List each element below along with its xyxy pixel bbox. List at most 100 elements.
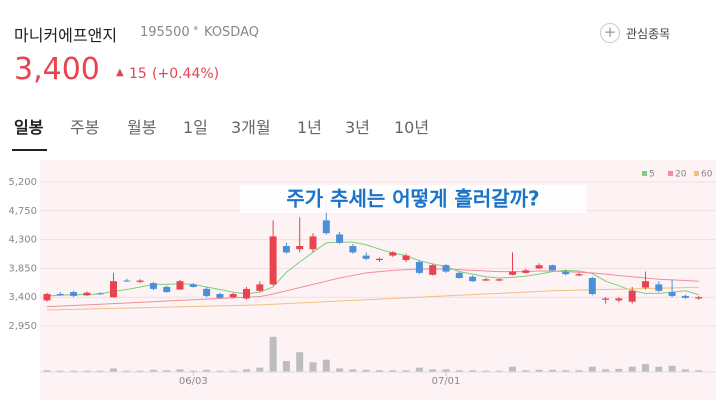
tab[interactable]: 10년 (394, 118, 430, 137)
y-tick-label: 2,950 (8, 321, 37, 332)
candle-body (203, 288, 211, 296)
legend-swatch (668, 171, 673, 176)
volume-bar (349, 369, 357, 372)
candle-body (110, 281, 117, 298)
volume-bar (655, 366, 663, 372)
title-background (240, 185, 586, 213)
candle-body (575, 274, 583, 276)
tab[interactable]: 주봉 (70, 118, 100, 137)
candle-body (495, 279, 503, 281)
watch-button[interactable]: 관심종목 (626, 27, 671, 41)
candle-body (655, 284, 663, 291)
market: KOSDAQ (204, 25, 259, 40)
legend-label: 20 (675, 170, 687, 180)
stock-name: 마니커에프앤지 (14, 26, 118, 45)
volume-bar (602, 369, 610, 372)
candle-body (362, 255, 370, 259)
y-tick-label: 3,400 (8, 292, 37, 303)
volume-bar (469, 370, 477, 372)
change-pct: (+0.44%) (152, 66, 220, 82)
chart-title: 주가 추세는 어떻게 흘러갈까? (286, 187, 539, 211)
legend-label: 60 (701, 170, 713, 180)
legend-swatch (694, 171, 699, 176)
candle-body (548, 265, 556, 271)
volume-bar (256, 367, 264, 372)
tab[interactable]: 3년 (345, 118, 370, 137)
candle-body (442, 265, 450, 272)
candle-body (615, 298, 623, 301)
volume-bar (642, 364, 649, 372)
volume-bar (495, 370, 503, 372)
candle-body (415, 262, 423, 273)
volume-bar (243, 369, 250, 372)
volume-bar (668, 365, 676, 372)
volume-bar (203, 369, 211, 372)
volume-bar (176, 369, 184, 372)
candle-body (642, 281, 649, 288)
candle-body (229, 294, 237, 298)
candle-body (509, 271, 516, 275)
volume-bar (522, 370, 530, 372)
volume-bar (96, 370, 104, 372)
y-tick-label: 4,750 (8, 206, 37, 217)
candle-body (469, 276, 477, 282)
candle-body (482, 279, 490, 281)
tab[interactable]: 월봉 (127, 118, 157, 137)
volume-bar (695, 370, 703, 372)
volume-bar (562, 370, 570, 372)
candle-body (282, 246, 290, 253)
volume-bar (83, 370, 91, 372)
tab[interactable]: 3개월 (231, 118, 271, 137)
candle-body (588, 278, 596, 294)
candle-body (336, 234, 344, 243)
candle-body (56, 294, 64, 295)
volume-bar (455, 370, 463, 372)
volume-bar (548, 369, 556, 372)
volume-bar (429, 369, 437, 372)
volume-bar (189, 370, 197, 372)
volume-bar (681, 369, 689, 372)
add-icon[interactable]: + (600, 23, 620, 43)
candle-body (402, 255, 410, 261)
volume-bar (322, 359, 330, 372)
volume-bar (362, 369, 370, 372)
volume-bar (402, 370, 410, 372)
volume-bar (575, 370, 583, 372)
candle-body (43, 294, 51, 301)
stock-code: 195500 (140, 25, 190, 40)
volume-bar (229, 370, 237, 372)
chart: 5,200 4,750 4,300 3,850 3,400 2,950 5 20 60 06/03… (8, 160, 716, 400)
candle-body (189, 284, 197, 287)
candle-body (149, 283, 157, 289)
candle-body (83, 292, 91, 296)
volume-bar (149, 369, 157, 372)
ma-line (46, 268, 699, 308)
candle-body (349, 246, 357, 253)
y-tick-label: 4,300 (8, 235, 37, 246)
volume-bar (136, 370, 144, 372)
price: 3,400 (14, 52, 100, 87)
tab-underline (12, 149, 47, 151)
tab[interactable]: 1일 (183, 118, 208, 137)
volume-bar (588, 366, 596, 372)
volume-bar (43, 370, 51, 372)
candle-body (243, 288, 250, 299)
candle-body (455, 272, 463, 278)
x-tick-label: 07/01 (432, 376, 461, 387)
volume-bar (216, 370, 224, 372)
volume-bar (615, 368, 623, 372)
candle-body (123, 280, 131, 282)
candle-body (176, 281, 184, 290)
tab[interactable]: 일봉 (14, 118, 44, 137)
candle-body (309, 236, 317, 250)
volume-bar (309, 362, 317, 372)
volume-bar (442, 369, 450, 372)
candle-body (628, 290, 636, 302)
tab[interactable]: 1년 (297, 118, 322, 137)
change: 15 (129, 66, 147, 82)
legend-swatch (642, 171, 647, 176)
volume-bar (70, 370, 78, 372)
volume-bar (482, 370, 490, 372)
volume-bar (123, 370, 131, 372)
candle-body (522, 270, 530, 273)
